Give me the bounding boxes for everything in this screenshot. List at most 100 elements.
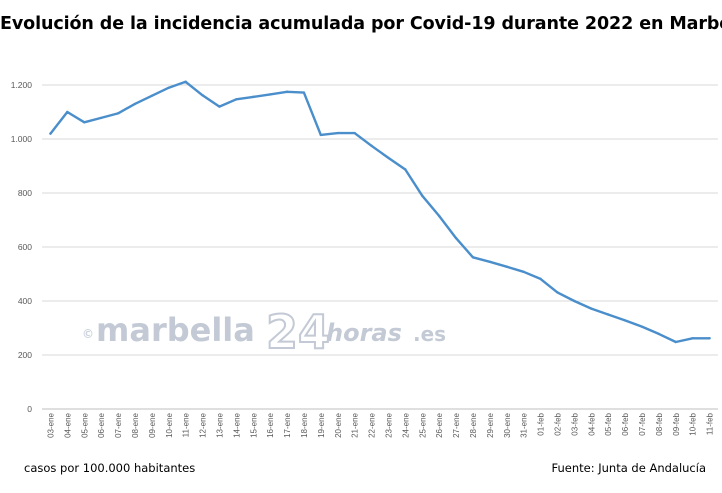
data-point (201, 94, 204, 97)
data-point (421, 194, 424, 197)
y-tick-label: 600 (18, 242, 32, 252)
y-tick-label: 0 (27, 404, 32, 414)
data-point (404, 168, 407, 171)
series-line (49, 80, 711, 344)
chart-area: © marbella 24 horas .es 0 200 400 600 800 1.0… (4, 48, 720, 450)
data-point (268, 93, 272, 96)
chart-title: Evolución de la incidencia acumulada por… (0, 14, 722, 34)
data-point (285, 90, 289, 93)
x-tick-label: 08-feb (655, 412, 664, 435)
x-tick-label: 01-feb (537, 412, 546, 435)
data-point (623, 319, 627, 322)
x-tick-label: 10-feb (689, 412, 698, 435)
data-point (387, 156, 390, 160)
line-chart: © marbella 24 horas .es 0 200 400 600 800 1.0… (11, 80, 718, 438)
watermark-tld: .es (413, 322, 446, 346)
data-point (370, 144, 373, 147)
y-tick-label: 200 (18, 350, 32, 360)
watermark-text: marbella (96, 311, 255, 349)
y-axis-ticks: 0 200 400 600 800 1.000 1.200 (11, 80, 33, 414)
x-tick-label: 09-feb (672, 412, 681, 435)
y-tick-label: 400 (18, 296, 32, 306)
data-point (522, 270, 525, 274)
data-point (218, 105, 221, 108)
y-tick-label: 800 (18, 188, 32, 198)
x-tick-label: 25-ene (418, 412, 427, 437)
data-point (167, 86, 170, 89)
x-tick-label: 15-ene (249, 412, 258, 437)
x-tick-label: 21-ene (351, 412, 360, 437)
data-point (353, 131, 356, 135)
data-point (49, 132, 52, 135)
data-point (471, 256, 475, 259)
x-tick-label: 06-ene (97, 412, 106, 437)
x-tick-label: 16-ene (266, 412, 275, 437)
x-tick-label: 18-ene (300, 412, 309, 437)
x-tick-label: 03-feb (570, 412, 579, 435)
x-tick-label: 05-ene (80, 412, 89, 437)
data-point (505, 265, 508, 268)
data-point (99, 116, 103, 120)
data-point (150, 94, 154, 97)
data-point (556, 291, 559, 294)
x-axis-ticks: 03-ene 04-ene 05-ene 06-ene 07-ene 08-ene 09-e… (46, 412, 714, 437)
x-tick-label: 11-feb (706, 412, 715, 435)
data-point (302, 91, 306, 94)
data-point (252, 95, 255, 99)
data-point (488, 260, 492, 264)
x-tick-label: 09-ene (148, 412, 157, 437)
gridlines (42, 84, 718, 410)
x-tick-label: 29-ene (486, 412, 495, 437)
data-point (640, 325, 644, 328)
watermark-number: 24 (266, 305, 330, 359)
x-tick-label: 27-ene (452, 412, 461, 437)
x-tick-label: 17-ene (283, 412, 292, 437)
data-point (184, 80, 187, 83)
x-tick-label: 31-ene (520, 412, 529, 437)
data-point (454, 236, 458, 240)
data-point (66, 110, 69, 114)
watermark-copyright: © (82, 327, 94, 341)
x-tick-label: 23-ene (384, 412, 393, 437)
data-point (573, 299, 576, 303)
data-point (539, 277, 542, 281)
x-tick-label: 30-ene (503, 412, 512, 437)
data-point (590, 307, 593, 310)
data-point (657, 332, 661, 336)
x-tick-label: 02-feb (553, 412, 562, 435)
data-point (674, 340, 677, 344)
data-point (83, 121, 86, 124)
x-tick-label: 05-feb (604, 412, 613, 435)
x-tick-label: 14-ene (232, 412, 241, 437)
x-tick-label: 22-ene (368, 412, 377, 437)
x-tick-label: 07-ene (114, 412, 123, 437)
data-point (691, 337, 694, 340)
x-tick-label: 06-feb (621, 412, 630, 435)
units-note: casos por 100.000 habitantes (24, 461, 196, 475)
data-point (606, 313, 610, 316)
source-note: Fuente: Junta de Andalucía (551, 461, 706, 475)
data-point (336, 131, 339, 135)
x-tick-label: 12-ene (199, 412, 208, 437)
x-tick-label: 28-ene (469, 412, 478, 437)
data-point (235, 98, 238, 101)
x-tick-label: 20-ene (334, 412, 343, 437)
x-tick-label: 04-feb (587, 412, 596, 435)
y-tick-label: 1.000 (11, 134, 33, 144)
x-tick-label: 24-ene (401, 412, 410, 437)
x-tick-label: 26-ene (435, 412, 444, 437)
data-point (437, 214, 441, 218)
data-point (116, 112, 120, 115)
watermark-logo: © marbella 24 horas .es (82, 304, 446, 360)
x-tick-label: 04-ene (63, 412, 72, 437)
x-tick-label: 19-ene (317, 412, 326, 437)
data-point (708, 337, 711, 340)
data-point (133, 102, 137, 106)
watermark-suffix: horas (326, 319, 402, 347)
data-point (319, 133, 323, 137)
x-tick-label: 03-ene (46, 412, 55, 437)
y-tick-label: 1.200 (11, 80, 33, 90)
x-tick-label: 10-ene (165, 412, 174, 437)
x-tick-label: 13-ene (215, 412, 224, 437)
x-tick-label: 07-feb (638, 412, 647, 435)
